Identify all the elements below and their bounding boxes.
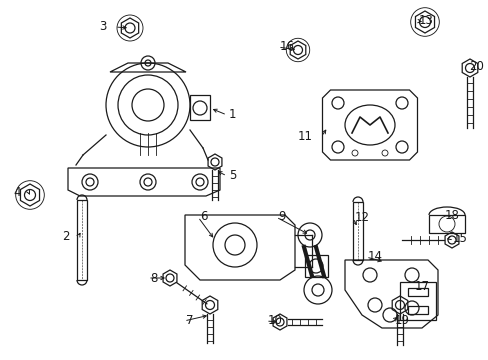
Text: 2: 2 xyxy=(62,230,70,243)
Text: 20: 20 xyxy=(468,60,483,73)
Text: 4: 4 xyxy=(14,186,21,199)
Text: 12: 12 xyxy=(354,211,369,225)
Text: 16: 16 xyxy=(280,40,294,54)
Text: 19: 19 xyxy=(394,315,409,328)
Text: 18: 18 xyxy=(444,210,459,222)
Text: 10: 10 xyxy=(267,315,282,328)
Text: 15: 15 xyxy=(452,231,467,244)
Text: 14: 14 xyxy=(367,251,382,264)
Text: 5: 5 xyxy=(228,170,236,183)
Text: 17: 17 xyxy=(414,280,429,293)
Text: 1: 1 xyxy=(228,108,236,121)
Text: 8: 8 xyxy=(150,271,157,284)
Text: 6: 6 xyxy=(200,211,207,224)
Text: 9: 9 xyxy=(278,211,285,224)
Text: 7: 7 xyxy=(185,315,193,328)
Text: 11: 11 xyxy=(297,130,312,144)
Text: 3: 3 xyxy=(100,21,107,33)
Text: 13: 13 xyxy=(418,14,433,27)
